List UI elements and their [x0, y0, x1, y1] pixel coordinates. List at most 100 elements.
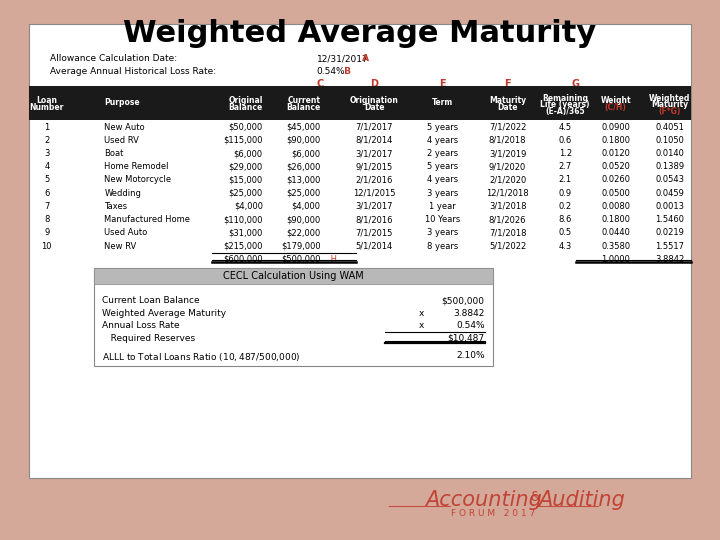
Text: 2/1/2016: 2/1/2016 — [356, 176, 393, 185]
Text: 8/1/2026: 8/1/2026 — [489, 215, 526, 224]
Text: x: x — [418, 321, 424, 330]
Text: $600,000: $600,000 — [223, 255, 263, 264]
Text: Loan: Loan — [36, 96, 58, 105]
Text: Boat: Boat — [104, 149, 124, 158]
Text: 0.3580: 0.3580 — [601, 241, 630, 251]
Text: 0.1389: 0.1389 — [655, 162, 684, 171]
Text: x: x — [418, 309, 424, 318]
Text: 12/31/2017: 12/31/2017 — [317, 54, 369, 63]
Text: 1.2: 1.2 — [559, 149, 572, 158]
FancyBboxPatch shape — [94, 268, 493, 284]
Text: 0.2: 0.2 — [559, 202, 572, 211]
Text: 2 years: 2 years — [427, 149, 459, 158]
Text: $22,000: $22,000 — [286, 228, 320, 238]
Text: 0.6: 0.6 — [559, 136, 572, 145]
Text: 3 years: 3 years — [427, 228, 459, 238]
Text: Weight: Weight — [600, 96, 631, 105]
Text: $500,000: $500,000 — [281, 255, 320, 264]
Text: Required Reserves: Required Reserves — [102, 334, 195, 343]
Text: 0.0520: 0.0520 — [601, 162, 630, 171]
Text: Term: Term — [432, 98, 454, 107]
Text: Number: Number — [30, 103, 64, 112]
Text: 5 years: 5 years — [427, 162, 459, 171]
Text: 9/1/2015: 9/1/2015 — [356, 162, 393, 171]
Text: 0.0080: 0.0080 — [601, 202, 630, 211]
Text: $179,000: $179,000 — [281, 241, 320, 251]
Text: 1: 1 — [44, 123, 50, 132]
Text: 0.9: 0.9 — [559, 188, 572, 198]
Text: $29,000: $29,000 — [228, 162, 263, 171]
Text: $4,000: $4,000 — [292, 202, 320, 211]
Text: 0.1800: 0.1800 — [601, 136, 630, 145]
Text: $6,000: $6,000 — [292, 149, 320, 158]
Text: 6: 6 — [44, 188, 50, 198]
Text: Manufactured Home: Manufactured Home — [104, 215, 190, 224]
Text: Weighted: Weighted — [649, 94, 690, 103]
Text: 0.0459: 0.0459 — [655, 188, 684, 198]
Text: Allowance Calculation Date:: Allowance Calculation Date: — [50, 54, 178, 63]
Text: 3.8842: 3.8842 — [453, 309, 485, 318]
Text: 3/1/2017: 3/1/2017 — [356, 202, 393, 211]
Text: 0.0140: 0.0140 — [655, 149, 684, 158]
Text: $45,000: $45,000 — [286, 123, 320, 132]
Text: 2/1/2020: 2/1/2020 — [489, 176, 526, 185]
Text: Original: Original — [228, 96, 263, 105]
Text: 9/1/2020: 9/1/2020 — [489, 162, 526, 171]
Text: 0.1050: 0.1050 — [655, 136, 684, 145]
Text: Annual Loss Rate: Annual Loss Rate — [102, 321, 180, 330]
Text: 0.0260: 0.0260 — [601, 176, 630, 185]
Text: Maturity: Maturity — [651, 100, 688, 110]
Text: B: B — [341, 67, 351, 76]
Text: 4 years: 4 years — [427, 136, 459, 145]
Text: 7: 7 — [44, 202, 50, 211]
Text: 3/1/2018: 3/1/2018 — [489, 202, 526, 211]
Text: $500,000: $500,000 — [441, 296, 485, 306]
Text: 3: 3 — [44, 149, 50, 158]
Text: H: H — [328, 255, 337, 264]
Text: New RV: New RV — [104, 241, 137, 251]
Text: 0.54%: 0.54% — [317, 67, 346, 76]
Text: $110,000: $110,000 — [223, 215, 263, 224]
Text: Life (years): Life (years) — [541, 100, 590, 110]
Text: 4.5: 4.5 — [559, 123, 572, 132]
Text: &: & — [526, 490, 545, 504]
Text: $10,487: $10,487 — [447, 334, 485, 343]
Text: Auditing: Auditing — [539, 490, 626, 510]
Text: Purpose: Purpose — [104, 98, 140, 107]
Text: Balance: Balance — [228, 103, 263, 112]
Text: 8/1/2016: 8/1/2016 — [356, 215, 393, 224]
Text: 3 years: 3 years — [427, 188, 459, 198]
Text: 0.0543: 0.0543 — [655, 176, 684, 185]
Text: 4: 4 — [44, 162, 50, 171]
Text: 10 Years: 10 Years — [426, 215, 460, 224]
Text: 2.10%: 2.10% — [456, 351, 485, 360]
Text: $26,000: $26,000 — [286, 162, 320, 171]
Text: 8/1/2018: 8/1/2018 — [489, 136, 526, 145]
Text: Balance: Balance — [286, 103, 320, 112]
Text: 1.5517: 1.5517 — [655, 241, 684, 251]
Text: 12/1/2015: 12/1/2015 — [353, 188, 396, 198]
Text: 5: 5 — [44, 176, 50, 185]
Text: $90,000: $90,000 — [286, 136, 320, 145]
Text: Date: Date — [364, 103, 384, 112]
Text: Home Remodel: Home Remodel — [104, 162, 169, 171]
Text: CECL Calculation Using WAM: CECL Calculation Using WAM — [223, 271, 364, 281]
Text: New Auto: New Auto — [104, 123, 145, 132]
Text: Accounting: Accounting — [425, 490, 541, 510]
Text: $6,000: $6,000 — [234, 149, 263, 158]
Text: 2: 2 — [44, 136, 50, 145]
Text: 0.0900: 0.0900 — [601, 123, 630, 132]
Text: 8 years: 8 years — [427, 241, 459, 251]
Text: 8.6: 8.6 — [559, 215, 572, 224]
Text: Taxes: Taxes — [104, 202, 127, 211]
Text: 0.0013: 0.0013 — [655, 202, 684, 211]
Text: (C/H): (C/H) — [605, 103, 626, 112]
Text: 3/1/2017: 3/1/2017 — [356, 149, 393, 158]
Text: 8: 8 — [44, 215, 50, 224]
Text: 7/1/2022: 7/1/2022 — [489, 123, 526, 132]
Text: 10: 10 — [42, 241, 52, 251]
Text: 9: 9 — [44, 228, 50, 238]
Text: 4.3: 4.3 — [559, 241, 572, 251]
Text: Current Loan Balance: Current Loan Balance — [102, 296, 200, 306]
Text: ALLL to Total Loans Ratio ($10,487/$500,000): ALLL to Total Loans Ratio ($10,487/$500,… — [102, 351, 301, 363]
